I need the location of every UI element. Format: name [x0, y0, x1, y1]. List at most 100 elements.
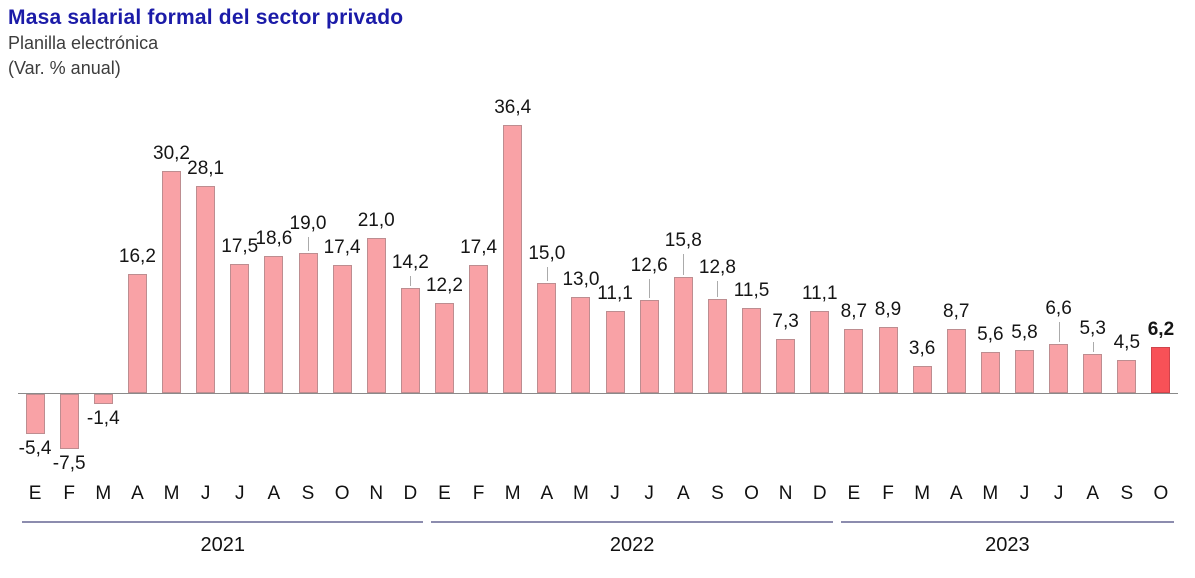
year-axis-label: 2021 [200, 534, 245, 556]
year-underline [431, 521, 833, 523]
month-axis-label: A [267, 483, 281, 504]
bar [912, 366, 932, 393]
highlight-bar [1151, 347, 1171, 393]
bar-value-label: 3,6 [908, 338, 936, 360]
bar [639, 300, 659, 393]
bar-value-label: 17,4 [460, 236, 498, 258]
month-axis-label: S [1120, 483, 1134, 504]
bar [196, 186, 216, 393]
month-axis-label: A [949, 483, 963, 504]
bar [127, 273, 147, 393]
bar [707, 298, 727, 393]
year-axis-label: 2023 [985, 534, 1030, 556]
month-axis-label: F [882, 483, 894, 504]
month-axis-label: E [28, 483, 42, 504]
bar-value-label: 6,2 [1147, 319, 1175, 341]
leader-line [683, 253, 685, 275]
month-axis-label: M [504, 483, 521, 504]
bar [537, 282, 557, 393]
chart-unit-note: (Var. % anual) [8, 57, 121, 78]
bar-value-label: 8,7 [943, 300, 970, 322]
year-underline [840, 521, 1174, 523]
bar [810, 311, 830, 393]
bar-value-label: 7,3 [772, 311, 799, 333]
bar [571, 297, 591, 393]
bar [878, 327, 898, 393]
bar-value-label: 5,3 [1079, 317, 1106, 339]
leader-line [1058, 322, 1060, 343]
year-axis-label: 2022 [609, 534, 655, 556]
bar [366, 238, 386, 393]
bar-value-label: -1,4 [86, 408, 120, 430]
month-axis-label: D [403, 483, 418, 504]
bar-value-label: 12,2 [425, 275, 463, 297]
month-axis-label: J [1019, 483, 1030, 504]
leader-line [308, 237, 309, 252]
bar [742, 308, 762, 393]
bar [162, 170, 182, 393]
month-axis-label: J [200, 483, 211, 504]
month-axis-label: J [610, 483, 620, 504]
month-axis-label: J [235, 483, 245, 504]
month-axis-label: S [301, 483, 315, 504]
bar [605, 311, 625, 393]
bar-value-label: 11,1 [597, 283, 633, 305]
leader-line [717, 280, 719, 297]
month-axis-label: A [131, 483, 144, 504]
bar-value-label: 21,0 [357, 210, 395, 232]
month-axis-label: O [334, 483, 350, 504]
bar-value-label: -5,4 [18, 437, 52, 459]
bar-value-label: 28,1 [187, 158, 225, 180]
chart-subtitle: Planilla electrónica [8, 33, 159, 53]
bar-value-label: 8,7 [840, 300, 868, 322]
zero-axis-line [18, 393, 1178, 394]
leader-line [546, 266, 548, 281]
month-axis-label: M [163, 483, 180, 504]
bar [844, 328, 864, 393]
chart-title: Masa salarial formal del sector privado [8, 6, 404, 29]
bar-value-label: 12,8 [698, 256, 736, 278]
bar-value-label: 14,2 [391, 252, 429, 274]
bar-value-label: 19,0 [289, 213, 327, 235]
bar [673, 276, 693, 393]
bar-value-label: 4,5 [1113, 331, 1141, 353]
month-axis-label: A [540, 483, 554, 504]
bar [1014, 350, 1034, 393]
bar-value-label: 11,1 [801, 283, 838, 305]
month-axis-label: O [1153, 483, 1169, 504]
bar-value-label: 5,6 [977, 323, 1004, 345]
bar-value-label: 15,0 [528, 242, 566, 264]
month-axis-label: J [1053, 483, 1064, 504]
month-axis-label: J [644, 483, 654, 504]
bar [93, 394, 113, 405]
month-axis-label: E [438, 483, 451, 504]
bar-value-label: 30,2 [153, 142, 191, 164]
bar [59, 394, 79, 450]
bar-value-label: -7,5 [52, 453, 86, 475]
bar-value-label: 12,6 [630, 255, 668, 277]
bar [264, 256, 284, 393]
month-axis-label: S [711, 483, 724, 504]
month-axis-label: A [676, 483, 690, 504]
bar [434, 303, 454, 393]
month-axis-label: M [95, 483, 112, 504]
bar-value-label: 13,0 [562, 269, 600, 291]
bar [298, 253, 318, 393]
month-axis-label: A [1086, 483, 1100, 504]
bar-value-label: 11,5 [733, 280, 770, 302]
bar [1083, 353, 1103, 393]
bar-value-label: 15,8 [664, 229, 702, 251]
bar [1117, 359, 1137, 393]
bar [332, 264, 352, 393]
leader-line [410, 276, 412, 287]
bar-value-label: 17,5 [221, 236, 259, 258]
bar [230, 264, 250, 393]
month-axis-label: N [778, 483, 793, 504]
bar-chart-canvas: -5,4 E -7,5 F -1,4 M 16,2 A 30,2 M 28,1 J 17,5 J 18,6 A… [18, 84, 1178, 578]
bar [503, 125, 523, 393]
bar-value-label: 8,9 [874, 299, 902, 321]
bar [400, 288, 420, 393]
month-axis-label: M [573, 483, 589, 504]
month-axis-label: N [369, 483, 384, 504]
